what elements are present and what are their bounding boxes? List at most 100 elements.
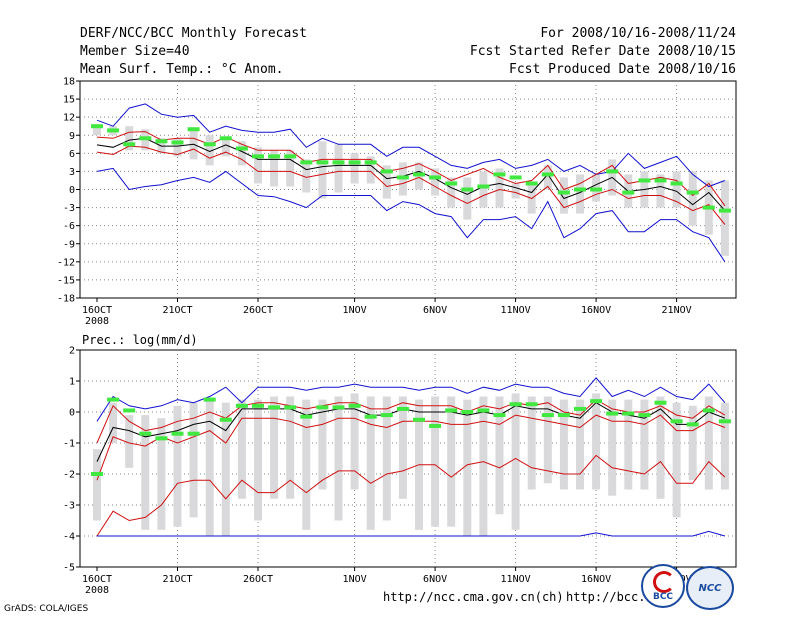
prec-range-box — [656, 396, 665, 499]
variable-label: Mean Surf. Temp.: °C Anom. — [80, 62, 284, 77]
started-date: Fcst Started Refer Date 2008/10/15 — [469, 44, 736, 59]
prec-ensemble-mark — [622, 411, 635, 416]
temp-y-tick-label: -12 — [57, 257, 75, 268]
temp-range-box — [221, 137, 230, 157]
prec-series-upper-quartile — [96, 398, 726, 444]
prec-range-box — [237, 399, 246, 499]
prec-y-tick-label: -1 — [63, 439, 75, 450]
prec-ensemble-mark — [139, 431, 152, 436]
temp-ensemble-mark — [686, 190, 699, 195]
prec-ensemble-mark — [461, 410, 474, 414]
prec-x-tick-label: 1NOV — [343, 574, 367, 585]
prec-range-box — [366, 396, 375, 530]
forecast-title: DERF/NCC/BCC Monthly Forecast — [80, 26, 307, 41]
prec-y-tick-label: -4 — [63, 532, 75, 543]
temp-y-tick-label: 6 — [69, 149, 75, 160]
prec-ensemble-mark — [107, 397, 120, 402]
prec-ensemble-mark — [557, 413, 570, 418]
prec-ensemble-mark — [493, 413, 506, 418]
prec-ensemble-mark — [686, 422, 699, 427]
prec-ensemble-mark — [718, 419, 731, 424]
prec-range-box — [254, 399, 262, 521]
prec-range-box — [157, 418, 166, 530]
temp-x-tick-label: 21OCT — [162, 305, 192, 316]
temp-range-box — [543, 165, 552, 190]
temp-ensemble-mark — [91, 124, 103, 129]
prec-ensemble-mark — [300, 414, 313, 419]
prec-y-tick-label: 2 — [69, 346, 75, 357]
temp-ensemble-mark — [252, 154, 264, 159]
temp-range-box — [479, 171, 488, 208]
temp-ensemble-mark — [300, 160, 313, 165]
prec-range-box — [318, 399, 327, 490]
temp-range-box — [688, 171, 697, 226]
temp-y-tick-label: 15 — [63, 95, 75, 106]
prec-range-box — [592, 393, 601, 490]
prec-range-box — [125, 415, 134, 468]
prec-y-tick-label: -2 — [63, 470, 75, 481]
temp-range-box — [382, 165, 391, 199]
temp-y-tick-label: -18 — [57, 294, 75, 305]
prec-year-label: 2008 — [85, 585, 109, 596]
temp-range-box — [656, 174, 665, 208]
temp-x-tick-label: 6NOV — [423, 305, 447, 316]
prec-ensemble-mark — [219, 417, 232, 422]
prec-y-tick-label: -5 — [63, 563, 75, 574]
temp-range-box — [93, 126, 101, 136]
prec-x-tick-label: 21OCT — [162, 574, 192, 585]
temperature-panel: 18 15 12 9 6 3 0 -3 -6 -9 -12 -15 -18 16OCT 21OCT 26OCT… — [57, 77, 737, 327]
temp-ensemble-mark — [396, 175, 409, 180]
precipitation-panel: 2 1 0 -1 -2 -3 -4 -5 16OCT 21OCT 26OCT 1NOV 6NOV 11NO… — [63, 346, 737, 596]
temp-range-box — [125, 126, 134, 151]
temp-ensemble-mark — [123, 142, 136, 147]
produced-date: Fcst Produced Date 2008/10/16 — [509, 62, 736, 77]
temp-range-box — [576, 174, 584, 214]
prec-ensemble-mark — [348, 403, 361, 408]
prec-range-box — [624, 399, 633, 490]
prec-x-tick-label: 26OCT — [243, 574, 273, 585]
prec-ensemble-mark — [203, 397, 216, 402]
temp-range-box — [302, 159, 311, 193]
prec-range-box — [640, 399, 649, 490]
temp-y-tick-label: -9 — [63, 239, 75, 250]
prec-ensemble-mark — [413, 417, 425, 422]
prec-ensemble-mark — [155, 436, 168, 441]
prec-range-box — [221, 402, 230, 536]
ncc-url-link[interactable]: http://ncc.cma.gov.cn(ch) — [383, 590, 564, 604]
temp-y-tick-label: 18 — [63, 77, 75, 88]
temp-ensemble-mark — [445, 181, 458, 186]
prec-ensemble-mark — [364, 414, 377, 419]
temp-y-tick-label: 12 — [63, 113, 75, 124]
temp-ensemble-mark — [332, 160, 345, 165]
prec-range-box — [173, 405, 182, 527]
prec-range-box — [382, 396, 391, 521]
temp-range-box — [720, 180, 729, 256]
temp-ensemble-mark — [541, 172, 554, 177]
temp-ensemble-mark — [590, 187, 603, 192]
temp-y-tick-label: 3 — [69, 167, 75, 178]
prec-ensemble-mark — [284, 405, 297, 410]
prec-y-tick-label: -3 — [63, 501, 75, 512]
bcc-url-link[interactable]: http://bcc.c — [566, 590, 653, 604]
prec-range-box — [447, 396, 456, 527]
temp-series-upper-quartile — [96, 131, 726, 207]
temp-ensemble-mark — [525, 181, 538, 186]
temp-y-tick-label: -3 — [63, 203, 75, 214]
ncc-logo: NCC — [686, 566, 734, 610]
prec-range-box — [109, 402, 118, 443]
temp-ensemble-mark — [622, 190, 635, 195]
temp-range-box — [237, 141, 246, 166]
temp-range-box — [495, 168, 504, 208]
temp-ensemble-mark — [284, 154, 297, 159]
prec-ensemble-mark — [670, 419, 683, 424]
temp-x-tick-label: 26OCT — [243, 305, 273, 316]
temp-ensemble-mark — [107, 128, 120, 133]
temp-range-box — [672, 171, 681, 208]
prec-range-box — [559, 399, 568, 490]
temp-ensemble-mark — [187, 127, 200, 132]
prec-ensemble-mark — [235, 403, 248, 408]
temp-ensemble-mark — [718, 208, 731, 213]
prec-ensemble-mark — [380, 413, 393, 418]
temp-y-tick-label: 0 — [69, 185, 75, 196]
prec-ensemble-mark — [187, 431, 200, 436]
